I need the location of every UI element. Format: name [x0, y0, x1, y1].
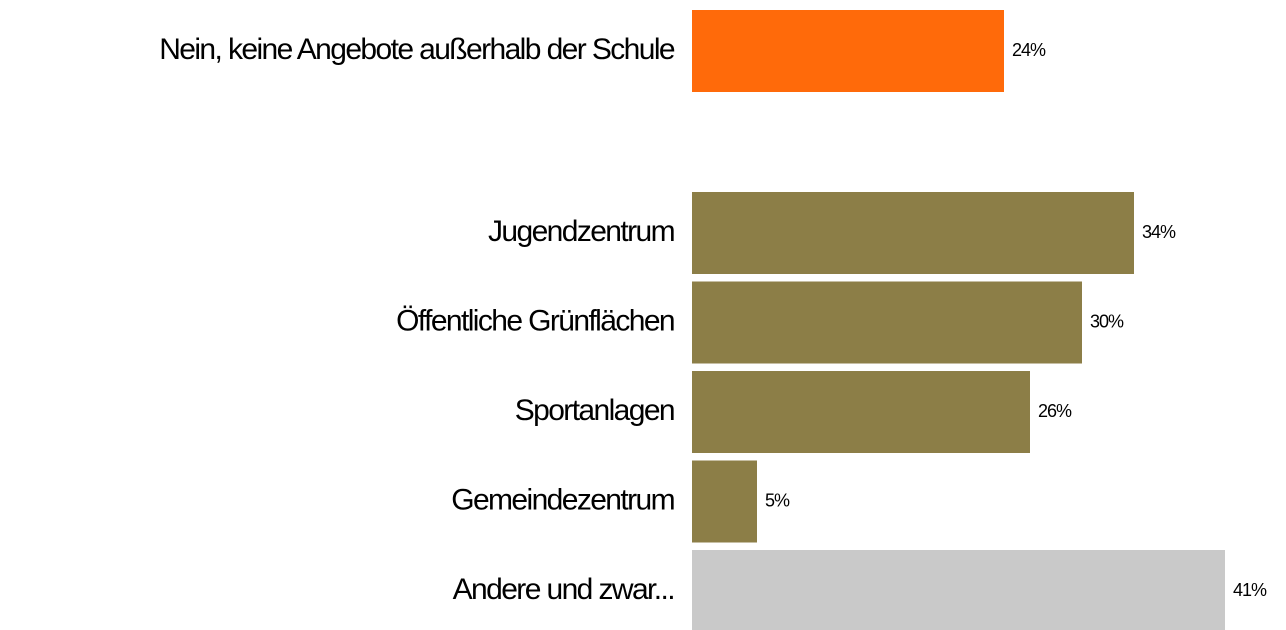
category-label: Sportanlagen — [515, 394, 674, 427]
category-label: Andere und zwar... — [453, 573, 674, 606]
bar — [692, 281, 1082, 364]
category-label: Jugendzentrum — [488, 215, 675, 248]
bar — [692, 371, 1030, 453]
bar — [692, 192, 1134, 274]
value-label: 30% — [1090, 311, 1124, 331]
bar — [692, 460, 757, 543]
category-label: Nein, keine Angebote außerhalb der Schul… — [159, 33, 675, 66]
bar — [692, 550, 1225, 630]
value-label: 34% — [1142, 222, 1176, 242]
value-label: 5% — [765, 490, 790, 510]
category-label: Öffentliche Grünflächen — [396, 304, 674, 337]
category-label: Gemeindezentrum — [451, 483, 674, 516]
bar — [692, 10, 1004, 92]
value-label: 26% — [1038, 401, 1072, 421]
value-label: 41% — [1233, 580, 1267, 600]
value-label: 24% — [1012, 40, 1046, 60]
